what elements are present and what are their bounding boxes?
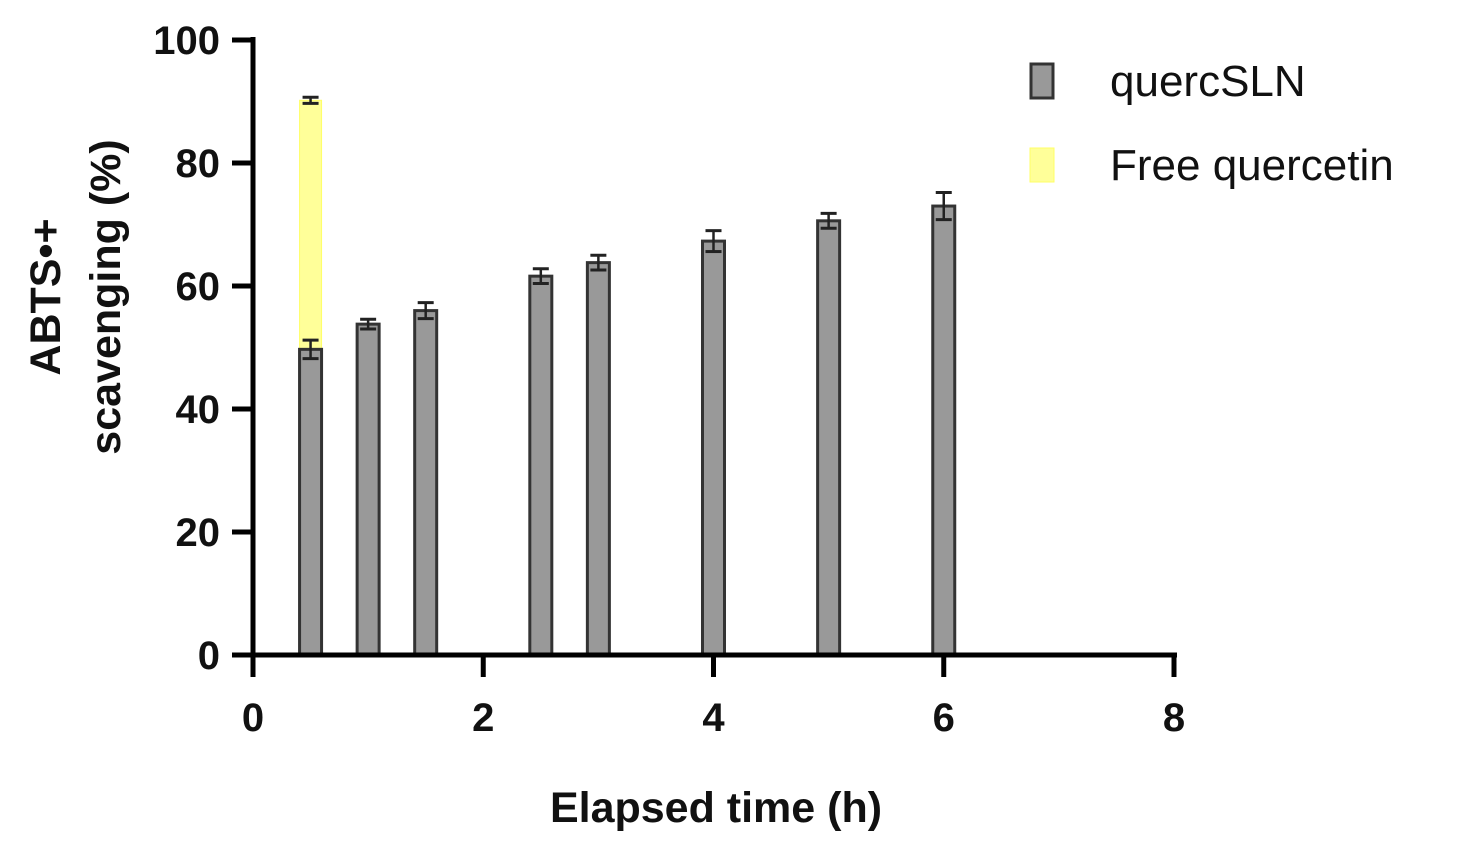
x-tick-label: 2	[472, 696, 494, 740]
quercsln-bar	[528, 274, 554, 657]
quercsln-bar	[298, 347, 324, 657]
error-bars	[302, 95, 952, 361]
y-tick-label: 40	[176, 388, 221, 432]
quercsln-bar	[816, 219, 842, 657]
x-tick-label: 8	[1163, 696, 1185, 740]
y-axis-title-line-1: ABTS•+	[22, 218, 70, 375]
free-quercetin-error-bar	[302, 95, 319, 105]
y-axis-title: ABTS•+ scavenging (%)	[22, 139, 130, 454]
legend-swatch-free-quercetin	[1029, 147, 1055, 183]
quercsln-error-bar	[590, 253, 607, 272]
quercsln-error-bar	[302, 338, 319, 361]
x-tick-label: 0	[242, 696, 264, 740]
quercsln-error-bar	[705, 229, 722, 254]
y-axis-title-line-2: scavenging (%)	[82, 139, 130, 454]
y-tick-label: 60	[176, 265, 221, 309]
legend-label-free-quercetin: Free quercetin	[1110, 141, 1394, 190]
x-tick-label: 4	[702, 696, 725, 740]
quercsln-bar	[413, 309, 439, 657]
y-axis-ticks: 0 20 40 60 80 100	[153, 19, 253, 678]
quercsln-error-bar	[417, 301, 434, 321]
x-axis-ticks: 0 2 4 6 8	[242, 655, 1185, 740]
quercsln-error-bar	[360, 317, 377, 331]
legend-label-quercsln: quercSLN	[1110, 57, 1306, 106]
x-tick-label: 6	[933, 696, 955, 740]
quercsln-error-bar	[935, 191, 952, 222]
quercsln-bar	[701, 239, 726, 657]
quercsln-bar	[931, 204, 957, 657]
quercsln-bar	[585, 261, 611, 657]
quercsln-bar	[355, 322, 381, 657]
quercsln-error-bar	[820, 211, 837, 230]
y-tick-label: 80	[176, 142, 221, 186]
y-tick-label: 0	[198, 634, 220, 678]
quercsln-series	[298, 204, 957, 657]
x-axis-title: Elapsed time (h)	[550, 784, 882, 832]
y-tick-label: 20	[176, 511, 221, 555]
y-tick-label: 100	[153, 19, 220, 63]
quercsln-error-bar	[532, 267, 549, 286]
legend: quercSLN Free quercetin	[1029, 57, 1394, 190]
legend-swatch-quercsln	[1029, 62, 1055, 100]
